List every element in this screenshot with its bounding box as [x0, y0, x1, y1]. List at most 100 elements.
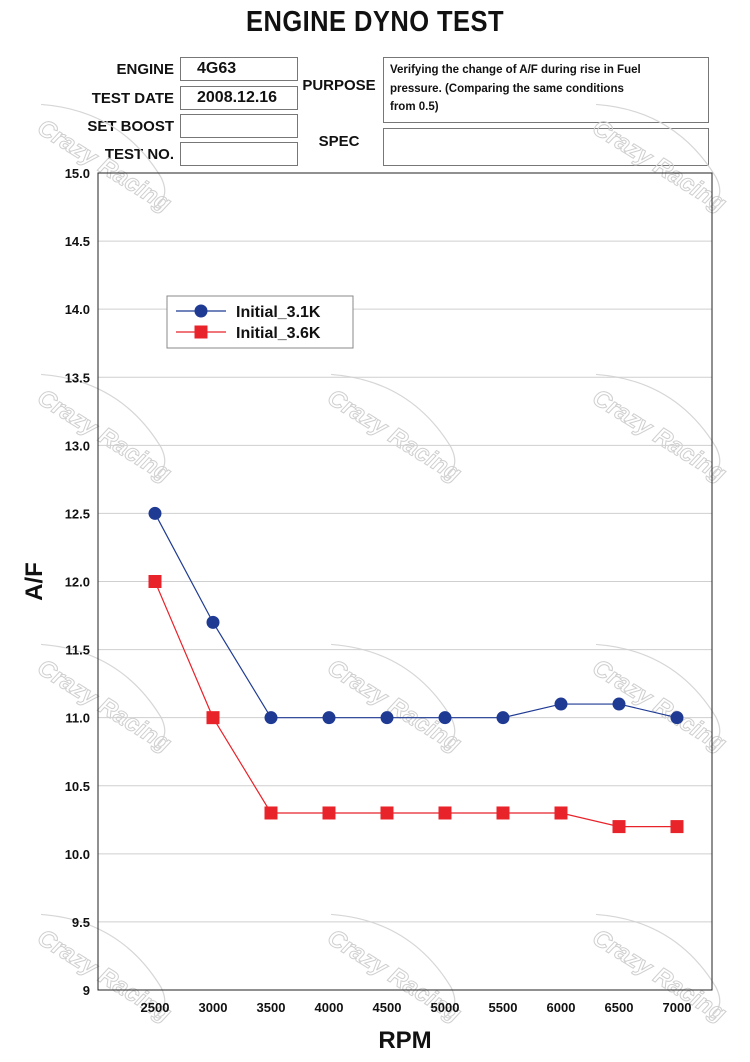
x-tick-label: 5000	[431, 1000, 460, 1015]
x-tick-label: 6500	[605, 1000, 634, 1015]
series-line	[154, 581, 677, 828]
watermark-swoosh	[331, 373, 456, 479]
chart-title: ENGINE DYNO TEST	[245, 6, 505, 38]
watermark-text: Crazy Racing	[588, 114, 732, 218]
engine-field: 4G63	[180, 57, 298, 81]
grid-lines	[98, 240, 712, 923]
watermark-text: Crazy Racing	[33, 114, 177, 218]
x-tick-label: 7000	[663, 1000, 692, 1015]
series-2	[148, 575, 684, 834]
watermarks: Crazy Racing Crazy Racing Crazy Racing Craz…	[32, 103, 732, 1028]
x-axis: 2500 3000 3500 4000 4500 5000 5500 6000 6500 7000	[141, 1000, 692, 1015]
watermark-text: Crazy Racing	[323, 654, 467, 758]
series-1	[148, 506, 684, 725]
watermark-text: Crazy Racing	[323, 384, 467, 488]
data-point	[148, 506, 162, 520]
test-no-field	[180, 142, 298, 166]
data-point	[322, 711, 336, 725]
y-tick-label: 9	[83, 983, 90, 998]
watermark-swoosh	[596, 643, 721, 749]
y-tick-label: 11.0	[65, 711, 90, 726]
watermark-swoosh	[331, 913, 456, 1019]
legend-label: Initial_3.6K	[236, 325, 321, 342]
watermark-swoosh	[41, 913, 166, 1019]
watermark: Crazy Racing	[587, 103, 732, 218]
series-layer	[148, 506, 684, 834]
legend-marker	[194, 325, 208, 339]
data-point	[554, 697, 568, 711]
data-point	[322, 806, 336, 820]
x-tick-label: 5500	[489, 1000, 518, 1015]
y-tick-label: 9.5	[72, 915, 90, 930]
legend-marker	[194, 304, 208, 318]
set-boost-field	[180, 114, 298, 138]
watermark-text: Crazy Racing	[588, 384, 732, 488]
x-tick-label: 2500	[141, 1000, 170, 1015]
watermark-text: Crazy Racing	[588, 654, 732, 758]
purpose-field: Verifying the change of A/F during rise …	[383, 57, 709, 123]
data-point	[438, 806, 452, 820]
legend-label: Initial_3.1K	[236, 304, 321, 321]
legend: Initial_3.1K Initial_3.6K	[166, 295, 354, 349]
data-point	[670, 711, 684, 725]
data-point	[264, 711, 278, 725]
watermark-swoosh	[41, 373, 166, 479]
x-tick-label: 4500	[373, 1000, 402, 1015]
set-boost-label: SET BOOST	[87, 118, 174, 135]
watermark-swoosh	[331, 643, 456, 749]
x-tick-label: 4000	[315, 1000, 344, 1015]
x-tick-label: 6000	[547, 1000, 576, 1015]
data-point	[264, 806, 278, 820]
data-point	[612, 820, 626, 834]
test-no-label: TEST NO.	[104, 146, 174, 163]
watermark-swoosh	[596, 103, 721, 209]
watermark-swoosh	[41, 643, 166, 749]
watermark: Crazy Racing	[32, 103, 177, 218]
watermark-swoosh	[41, 103, 166, 209]
x-axis-label: RPM	[378, 1027, 431, 1054]
data-point	[438, 711, 452, 725]
y-axis-label: A/F	[21, 562, 48, 601]
watermark-text: Crazy Racing	[33, 654, 177, 758]
test-date-field: 2008.12.16	[180, 86, 298, 110]
y-axis: 9 9.5 10.0 10.5 11.0 11.5 12.0 12.5 13.0 13.5 14.0…	[65, 166, 90, 998]
watermark-text: Crazy Racing	[33, 384, 177, 488]
purpose-line-1: Verifying the change of A/F during rise …	[390, 64, 641, 76]
spec-field	[383, 128, 709, 166]
y-tick-label: 11.5	[65, 643, 90, 658]
plot-frame	[97, 172, 713, 991]
watermark-swoosh	[596, 913, 721, 1019]
data-point	[554, 806, 568, 820]
y-tick-label: 12.5	[65, 506, 90, 521]
y-tick-label: 10.5	[65, 779, 90, 794]
purpose-line-3: from 0.5)	[390, 101, 439, 113]
legend-box	[166, 295, 354, 349]
watermark: Crazy Racing	[322, 643, 467, 758]
purpose-label: PURPOSE	[302, 77, 376, 94]
y-tick-label: 10.0	[65, 847, 90, 862]
watermark: Crazy Racing	[32, 643, 177, 758]
spec-label: SPEC	[318, 133, 360, 150]
y-tick-label: 14.5	[65, 234, 90, 249]
data-point	[206, 711, 220, 725]
y-tick-label: 13.0	[65, 438, 90, 453]
data-point	[496, 806, 510, 820]
data-point	[612, 697, 626, 711]
data-point	[670, 820, 684, 834]
y-tick-label: 12.0	[65, 575, 90, 590]
data-point	[206, 615, 220, 629]
data-point	[496, 711, 510, 725]
engine-label: ENGINE	[116, 61, 174, 78]
test-date-label: TEST DATE	[91, 90, 174, 107]
data-point	[380, 711, 394, 725]
watermark-swoosh	[596, 373, 721, 479]
y-tick-label: 13.5	[65, 370, 90, 385]
purpose-line-2: pressure. (Comparing the same conditions	[390, 83, 624, 95]
x-tick-label: 3500	[257, 1000, 286, 1015]
series-line	[154, 513, 678, 719]
y-tick-label: 15.0	[65, 166, 90, 181]
data-point	[380, 806, 394, 820]
data-point	[148, 575, 162, 588]
watermark: Crazy Racing	[587, 643, 732, 758]
